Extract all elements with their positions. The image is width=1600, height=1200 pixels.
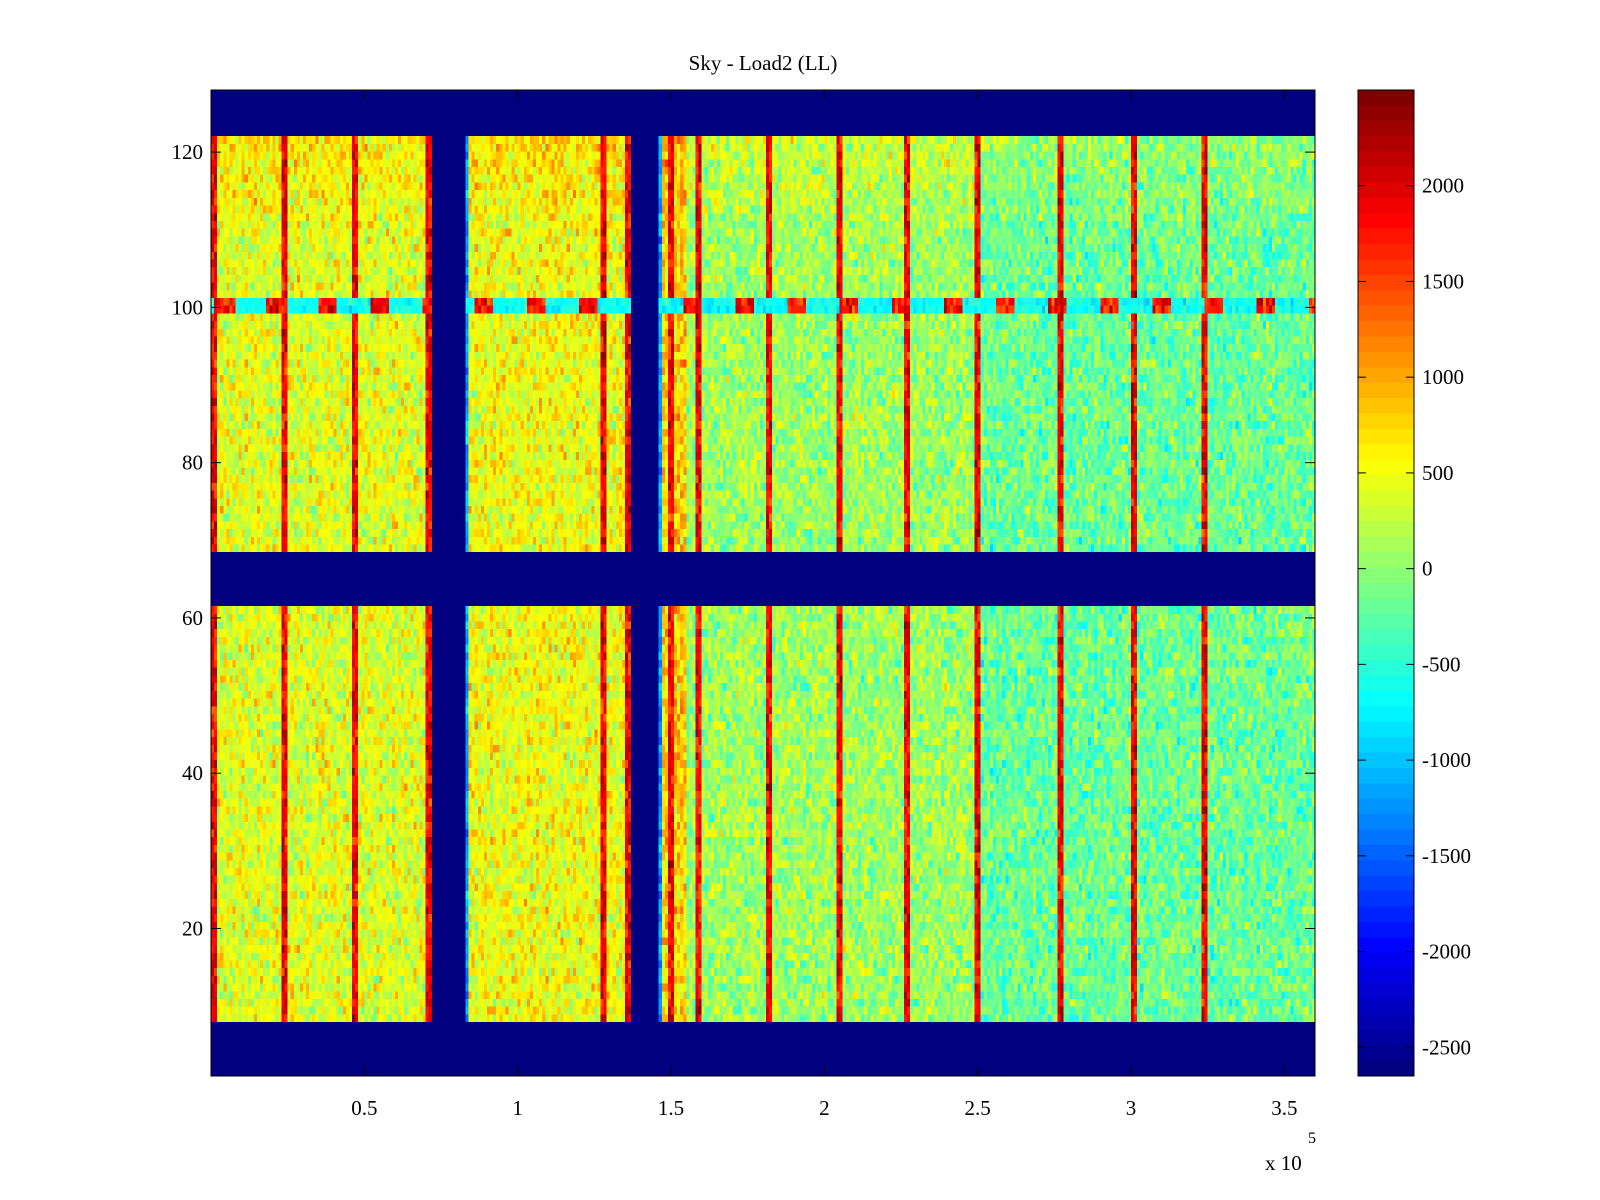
y-tick-label: 100: [172, 295, 204, 319]
colorbar-tick-label: 1500: [1422, 269, 1464, 293]
y-axis-ticks: 20 40 60 80 100 120: [172, 140, 1315, 940]
y-tick-label: 40: [182, 761, 203, 785]
y-tick-label: 60: [182, 606, 203, 630]
colorbar-frame: [1357, 89, 1415, 1077]
heatmap-image: [211, 90, 1315, 1076]
x-tick-label: 3: [1126, 1096, 1137, 1120]
colorbar-tick-label: -2500: [1422, 1035, 1471, 1059]
colorbar-tick-label: 500: [1422, 461, 1454, 485]
colorbar-tick-label: -2000: [1422, 940, 1471, 964]
plot-axes-frame: [210, 89, 1316, 1077]
x-axis-exponent-label: x 10: [1265, 1151, 1302, 1175]
x-tick-label: 3.5: [1271, 1096, 1297, 1120]
x-axis-exponent-power: 5: [1308, 1130, 1316, 1147]
colorbar-tick-label: -500: [1422, 652, 1461, 676]
x-tick-label: 2: [819, 1096, 830, 1120]
y-tick-label: 120: [172, 140, 204, 164]
colorbar-tick-label: 1000: [1422, 365, 1464, 389]
x-axis-ticks: 0.5 1 1.5 2 2.5 3 3.5: [351, 90, 1297, 1120]
colorbar-tick-label: -1000: [1422, 748, 1471, 772]
chart-title: Sky - Load2 (LL): [689, 51, 838, 75]
y-tick-label: 80: [182, 451, 203, 475]
colorbar-tick-label: -1500: [1422, 844, 1471, 868]
x-tick-label: 1.5: [658, 1096, 684, 1120]
colorbar-ticks: 2000 1500 1000 500 0 -500 -1000 -1500 -2000 -2500: [1358, 174, 1471, 1059]
colorbar-image: [1358, 90, 1414, 1076]
x-tick-label: 0.5: [351, 1096, 377, 1120]
x-tick-label: 2.5: [965, 1096, 991, 1120]
colorbar-tick-label: 0: [1422, 557, 1433, 581]
colorbar-tick-label: 2000: [1422, 174, 1464, 198]
y-tick-label: 20: [182, 916, 203, 940]
x-tick-label: 1: [512, 1096, 523, 1120]
